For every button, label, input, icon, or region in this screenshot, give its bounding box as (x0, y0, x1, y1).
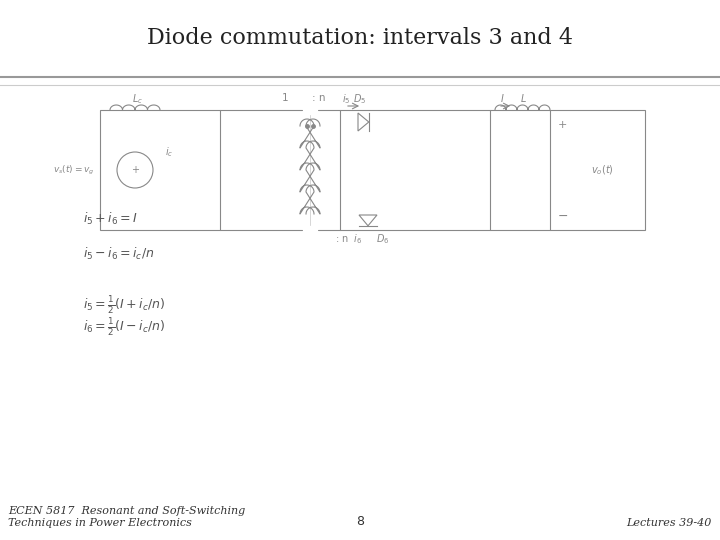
Bar (550, 110, 645, 230)
Text: $I$: $I$ (500, 92, 505, 104)
Text: $L$: $L$ (520, 92, 527, 104)
Text: +: + (558, 120, 567, 130)
Text: Diode commutation: intervals 3 and 4: Diode commutation: intervals 3 and 4 (147, 27, 573, 49)
Text: −: − (558, 210, 569, 223)
Text: : n: : n (312, 93, 325, 103)
Text: 8: 8 (356, 515, 364, 528)
Bar (100, 110, 220, 230)
Text: $i_c$: $i_c$ (165, 145, 174, 159)
Text: $i_6 = \frac{1}{2}\left(I - i_c/n\right)$: $i_6 = \frac{1}{2}\left(I - i_c/n\right)… (83, 316, 165, 338)
Text: $v_s(t) = v_g$: $v_s(t) = v_g$ (53, 164, 95, 177)
Text: $D_5$: $D_5$ (353, 92, 366, 106)
Text: : n  $i_6$: : n $i_6$ (335, 232, 362, 246)
Text: ECEN 5817  Resonant and Soft-Switching
Techniques in Power Electronics: ECEN 5817 Resonant and Soft-Switching Te… (8, 507, 246, 528)
Text: 1: 1 (282, 93, 288, 103)
Text: Lectures 39-40: Lectures 39-40 (626, 518, 712, 528)
Bar (340, 110, 490, 230)
Text: +: + (131, 165, 139, 175)
Text: $i_5 = \frac{1}{2}\left(I + i_c/n\right)$: $i_5 = \frac{1}{2}\left(I + i_c/n\right)… (83, 294, 165, 316)
Text: $L_c$: $L_c$ (132, 92, 143, 106)
Text: $i_5 + i_6 = I$: $i_5 + i_6 = I$ (83, 211, 138, 227)
Text: $i_5$: $i_5$ (342, 92, 351, 106)
Text: $D_6$: $D_6$ (376, 232, 390, 246)
Text: $v_o(t)$: $v_o(t)$ (591, 163, 614, 177)
Text: $i_5 - i_6 = i_c/n$: $i_5 - i_6 = i_c/n$ (83, 246, 154, 262)
